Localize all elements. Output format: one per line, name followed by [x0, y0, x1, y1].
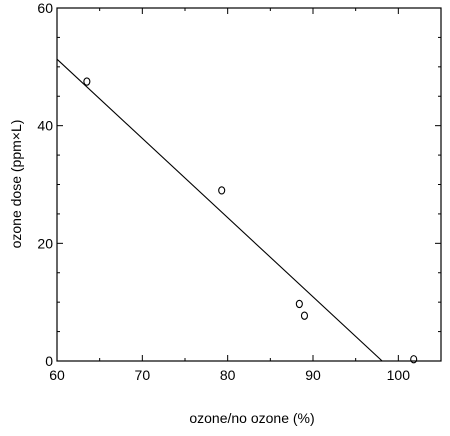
x-tick-label: 100: [387, 367, 411, 383]
y-tick-label: 0: [45, 353, 53, 369]
axis-tick-labels: 60 70 80 90 100 0 20 40 60: [37, 0, 410, 383]
data-point: [83, 77, 91, 86]
y-tick-label: 40: [37, 118, 53, 134]
trendline: [56, 58, 383, 362]
y-tick-label: 60: [37, 0, 53, 16]
x-tick-label: 80: [220, 367, 236, 383]
y-axis-label: ozone dose (ppm×L): [8, 120, 24, 249]
x-tick-label: 90: [305, 367, 321, 383]
data-points: [83, 77, 418, 364]
trendline-group: [56, 58, 383, 362]
data-point: [218, 186, 226, 195]
y-tick-label: 20: [37, 235, 53, 251]
data-point: [300, 311, 309, 320]
plot-frame: [56, 7, 442, 362]
x-tick-label: 60: [49, 367, 65, 383]
x-axis-label: ozone/no ozone (%): [189, 410, 314, 426]
axis-ticks: [56, 7, 441, 362]
data-point: [295, 299, 303, 309]
data-point: [410, 355, 418, 364]
x-tick-label: 70: [135, 367, 151, 383]
